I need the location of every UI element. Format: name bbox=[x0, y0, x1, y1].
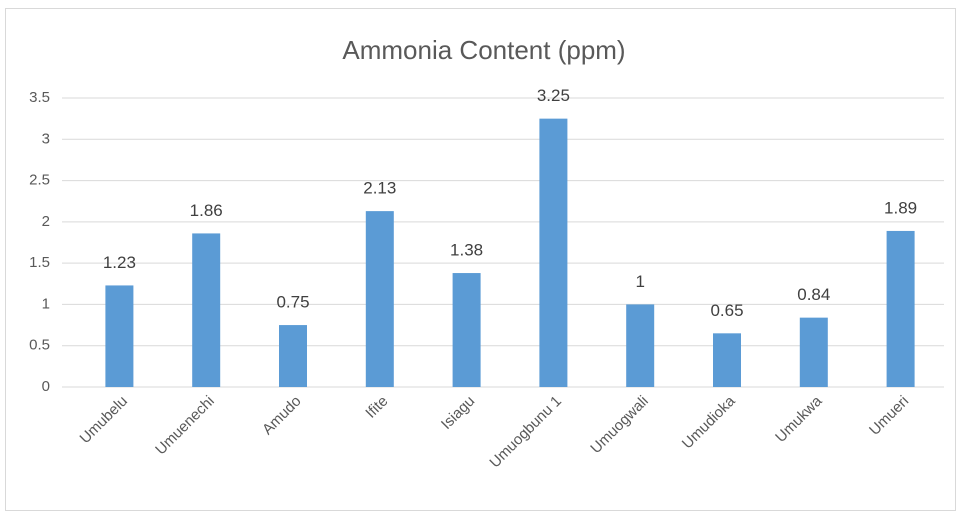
data-label: 0.75 bbox=[276, 293, 309, 312]
data-label: 3.25 bbox=[537, 86, 570, 105]
bar bbox=[799, 317, 828, 387]
y-tick-label: 0.5 bbox=[29, 337, 50, 354]
chart-title: Ammonia Content (ppm) bbox=[342, 35, 625, 65]
bar bbox=[365, 211, 394, 387]
y-tick-label: 2 bbox=[42, 213, 50, 230]
chart-border bbox=[5, 8, 956, 511]
bar bbox=[192, 233, 221, 387]
bar bbox=[886, 230, 915, 387]
bar bbox=[452, 273, 481, 387]
bar bbox=[713, 333, 741, 387]
y-tick-label: 1 bbox=[42, 295, 50, 312]
data-label: 0.84 bbox=[797, 285, 830, 304]
y-tick-label: 3.5 bbox=[29, 89, 50, 106]
bar bbox=[626, 304, 655, 387]
data-label: 1.89 bbox=[884, 198, 917, 217]
data-label: 1 bbox=[635, 272, 644, 291]
y-tick-label: 1.5 bbox=[29, 254, 50, 271]
bar bbox=[539, 118, 568, 388]
data-label: 1.23 bbox=[103, 253, 136, 272]
data-label: 2.13 bbox=[363, 179, 396, 198]
y-tick-label: 3 bbox=[42, 130, 50, 147]
data-label: 1.86 bbox=[190, 201, 223, 220]
y-tick-label: 0 bbox=[42, 378, 50, 395]
bar bbox=[279, 325, 307, 387]
bar bbox=[105, 285, 134, 387]
data-label: 0.65 bbox=[710, 301, 743, 320]
data-label: 1.38 bbox=[450, 241, 483, 260]
y-tick-label: 2.5 bbox=[29, 172, 50, 189]
